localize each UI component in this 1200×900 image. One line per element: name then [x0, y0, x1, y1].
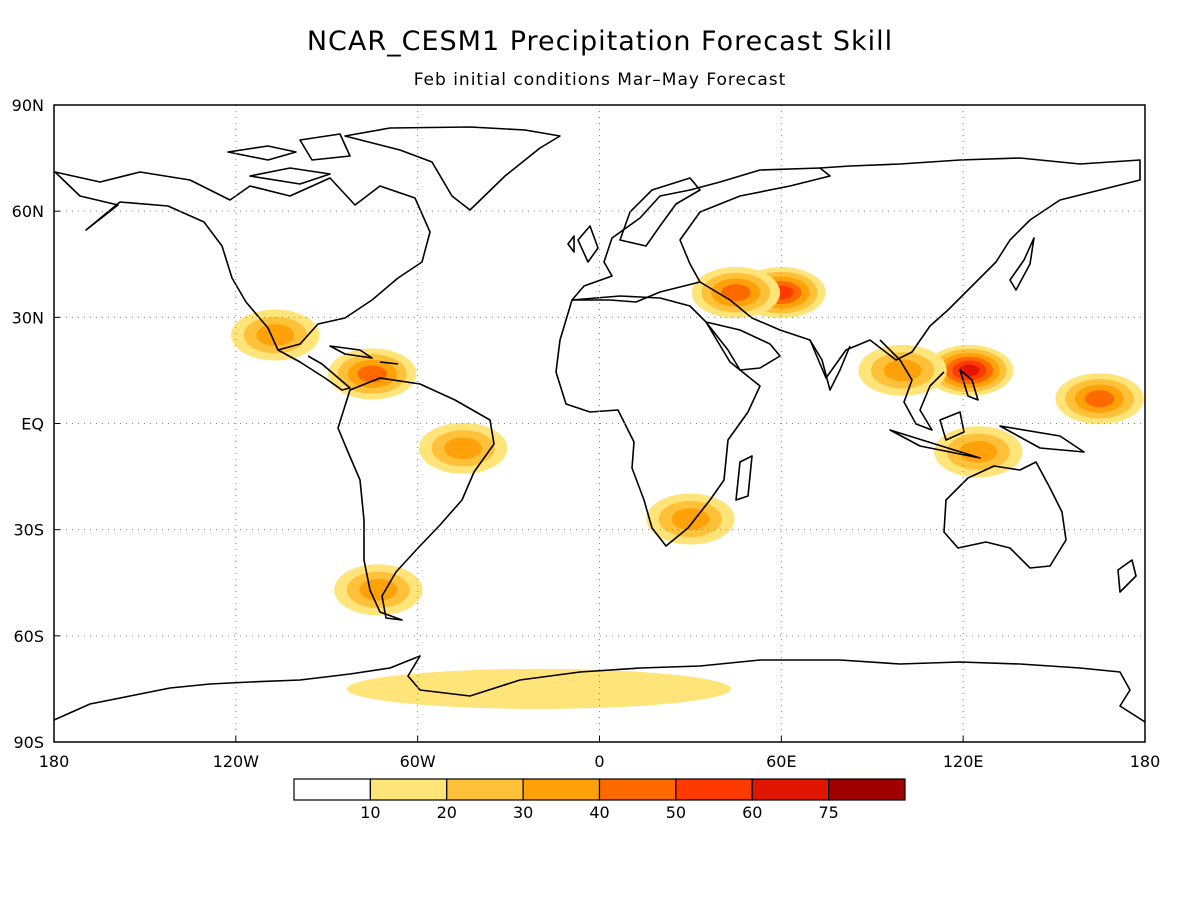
philippines-coast	[959, 369, 979, 401]
indonesia-coast	[889, 411, 1085, 459]
skill-blob	[959, 440, 998, 463]
colorbar-swatch	[598, 778, 677, 801]
british-isles-coast	[567, 225, 599, 263]
skill-blob	[359, 578, 398, 601]
colorbar-label: 60	[742, 803, 762, 822]
greenland-coast	[344, 126, 561, 211]
lat-tick-label: 30S	[13, 521, 44, 540]
asia-coast	[699, 157, 1141, 379]
skill-blob	[346, 668, 731, 709]
skill-blob	[721, 284, 751, 302]
central-america-coast	[277, 349, 351, 391]
longitude-labels: 180 120W 60W 0 60E 120E 180	[39, 736, 1161, 771]
lon-tick-label: 60W	[400, 752, 436, 771]
lat-tick-label: 90N	[12, 96, 44, 115]
europe-coast	[571, 167, 831, 303]
lon-tick-label: 120E	[943, 752, 984, 771]
colorbar-swatch	[751, 778, 830, 801]
colorbar-label: 50	[666, 803, 686, 822]
scandinavia-coast	[619, 177, 701, 247]
map-title: NCAR_CESM1 Precipitation Forecast Skill	[306, 26, 894, 57]
lat-tick-label: 60S	[13, 627, 44, 646]
south-america-coast	[337, 377, 495, 621]
antarctica-coast	[54, 655, 1145, 723]
lat-tick-label: 60N	[12, 202, 44, 221]
skill-blob	[256, 324, 295, 346]
colorbar-swatch	[369, 778, 448, 801]
indochina-coast	[879, 339, 945, 431]
skill-blob	[671, 508, 710, 530]
lat-tick-label: EQ	[21, 415, 44, 434]
caribbean-islands	[329, 345, 399, 365]
colorbar-label: 40	[589, 803, 609, 822]
colorbar-swatch	[446, 778, 524, 801]
skill-shading	[231, 267, 1144, 709]
arabia-coast	[705, 321, 781, 371]
skill-blob	[1084, 390, 1115, 408]
lat-tick-label: 90S	[13, 733, 44, 752]
lon-tick-label: 60E	[766, 752, 796, 771]
colorbar-label: 20	[437, 803, 457, 822]
australia-coast	[943, 461, 1067, 569]
lon-tick-label: 120W	[213, 752, 260, 771]
india-coast	[809, 339, 851, 391]
new-zealand-coast	[1117, 559, 1137, 593]
colorbar-swatch	[828, 778, 906, 801]
north-america-coast	[54, 171, 431, 351]
map-subtitle: Feb initial conditions Mar–May Forecast	[413, 70, 787, 90]
africa-coast	[555, 295, 761, 547]
colorbar-swatch	[675, 778, 753, 801]
graticule	[54, 105, 1145, 742]
skill-blob	[357, 365, 387, 383]
lon-tick-label: 180	[39, 752, 70, 771]
lon-tick-label: 180	[1130, 752, 1161, 771]
japan-coast	[1009, 237, 1035, 291]
latitude-labels: 90N 60N 30N EQ 30S 60S 90S	[12, 96, 60, 752]
colorbar: 10 20 30 40 50 60 75	[293, 778, 906, 822]
colorbar-label: 75	[818, 803, 838, 822]
lat-tick-label: 30N	[12, 308, 44, 327]
colorbar-swatch	[293, 778, 371, 801]
skill-blob	[883, 359, 922, 382]
arctic-islands	[227, 133, 351, 185]
skill-blob	[444, 437, 483, 460]
colorbar-swatch	[522, 778, 601, 801]
colorbar-label: 10	[360, 803, 380, 822]
madagascar-coast	[735, 455, 753, 501]
lon-tick-label: 0	[594, 752, 604, 771]
coastlines	[54, 126, 1145, 723]
colorbar-label: 30	[513, 803, 533, 822]
